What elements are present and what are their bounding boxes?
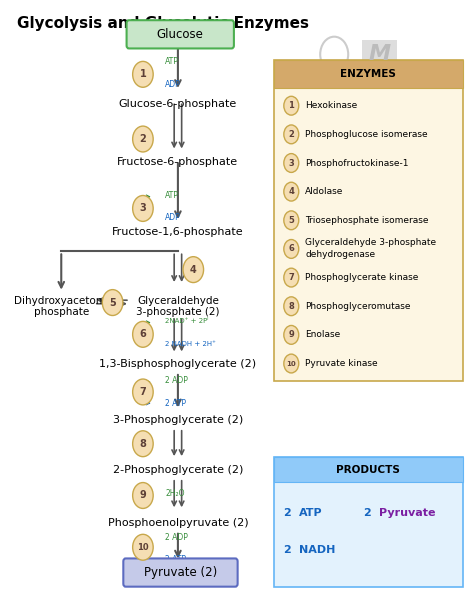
FancyBboxPatch shape bbox=[273, 60, 463, 381]
Circle shape bbox=[284, 125, 299, 144]
Text: 6: 6 bbox=[140, 329, 146, 339]
Circle shape bbox=[284, 96, 299, 115]
Circle shape bbox=[284, 354, 299, 373]
Text: Glucose: Glucose bbox=[157, 28, 204, 41]
Text: ADP: ADP bbox=[165, 80, 181, 89]
Text: Pyruvate: Pyruvate bbox=[378, 508, 435, 518]
Text: 2 ATP: 2 ATP bbox=[165, 554, 186, 564]
Circle shape bbox=[102, 290, 123, 316]
Text: 8: 8 bbox=[289, 302, 294, 311]
Text: 2 ADP: 2 ADP bbox=[165, 376, 188, 385]
Circle shape bbox=[132, 196, 153, 222]
Text: 4: 4 bbox=[190, 265, 197, 275]
Text: 9: 9 bbox=[289, 330, 294, 339]
Circle shape bbox=[132, 61, 153, 87]
Text: 2 NADH + 2H⁺: 2 NADH + 2H⁺ bbox=[165, 341, 216, 347]
Text: MYENDOCONSULT: MYENDOCONSULT bbox=[354, 73, 417, 77]
Circle shape bbox=[132, 322, 153, 348]
Circle shape bbox=[132, 534, 153, 560]
Text: M: M bbox=[369, 44, 391, 64]
Text: Glycolysis and Glycolytic Enzymes: Glycolysis and Glycolytic Enzymes bbox=[17, 16, 309, 31]
Circle shape bbox=[183, 256, 203, 282]
Text: 2 ADP: 2 ADP bbox=[165, 533, 188, 543]
FancyBboxPatch shape bbox=[123, 558, 237, 587]
Circle shape bbox=[284, 268, 299, 287]
Circle shape bbox=[284, 239, 299, 258]
Text: 2: 2 bbox=[289, 130, 294, 139]
Text: 7: 7 bbox=[289, 273, 294, 282]
Text: 10: 10 bbox=[137, 543, 149, 552]
Text: Fructose-1,6-phosphate: Fructose-1,6-phosphate bbox=[112, 227, 244, 237]
Text: 2 ATP: 2 ATP bbox=[165, 399, 186, 408]
Text: Pyruvate kinase: Pyruvate kinase bbox=[305, 359, 378, 368]
Text: 1,3-Bisphosphoglycerate (2): 1,3-Bisphosphoglycerate (2) bbox=[99, 359, 256, 369]
Text: ATP: ATP bbox=[299, 508, 323, 518]
Text: 2: 2 bbox=[283, 545, 290, 554]
Text: ADP: ADP bbox=[165, 213, 181, 222]
Text: Triosephosphate isomerase: Triosephosphate isomerase bbox=[305, 216, 429, 225]
Text: 3-Phosphoglycerate (2): 3-Phosphoglycerate (2) bbox=[113, 415, 243, 424]
Text: Hexokinase: Hexokinase bbox=[305, 101, 358, 110]
Text: 1: 1 bbox=[289, 101, 294, 110]
Text: 9: 9 bbox=[140, 491, 146, 501]
Circle shape bbox=[132, 483, 153, 508]
Text: 3: 3 bbox=[140, 203, 146, 213]
Text: PRODUCTS: PRODUCTS bbox=[336, 465, 400, 475]
Text: 5: 5 bbox=[289, 216, 294, 225]
Text: Glucose-6-phosphate: Glucose-6-phosphate bbox=[119, 99, 237, 109]
Text: 2: 2 bbox=[140, 134, 146, 144]
FancyBboxPatch shape bbox=[273, 457, 463, 482]
Text: dehydrogenase: dehydrogenase bbox=[305, 250, 376, 259]
Circle shape bbox=[132, 126, 153, 152]
Text: 2NAD⁺ + 2Pᴵ: 2NAD⁺ + 2Pᴵ bbox=[165, 319, 209, 324]
Text: 4: 4 bbox=[289, 187, 294, 196]
FancyBboxPatch shape bbox=[362, 40, 397, 69]
Circle shape bbox=[284, 182, 299, 201]
Text: Dihydroxyacetone
phosphate: Dihydroxyacetone phosphate bbox=[14, 296, 109, 317]
Text: Pyruvate (2): Pyruvate (2) bbox=[144, 566, 217, 579]
Text: 10: 10 bbox=[287, 361, 296, 366]
Text: 6: 6 bbox=[289, 245, 294, 254]
Text: NADH: NADH bbox=[299, 545, 336, 554]
Circle shape bbox=[132, 431, 153, 457]
Text: Phosphoglycerate kinase: Phosphoglycerate kinase bbox=[305, 273, 419, 282]
Text: Glyceraldehyde 3-phosphate: Glyceraldehyde 3-phosphate bbox=[305, 238, 437, 247]
Text: Phosphofructokinase-1: Phosphofructokinase-1 bbox=[305, 158, 409, 167]
Text: 7: 7 bbox=[140, 387, 146, 397]
Text: ATP: ATP bbox=[165, 191, 179, 200]
Text: Aldolase: Aldolase bbox=[305, 187, 344, 196]
Text: Glyceraldehyde
3-phosphate (2): Glyceraldehyde 3-phosphate (2) bbox=[136, 296, 219, 317]
Text: Phosphoglyceromutase: Phosphoglyceromutase bbox=[305, 302, 411, 311]
Circle shape bbox=[284, 211, 299, 230]
Circle shape bbox=[132, 379, 153, 405]
Text: 8: 8 bbox=[140, 439, 146, 449]
Circle shape bbox=[284, 326, 299, 345]
Text: Enolase: Enolase bbox=[305, 330, 341, 339]
Text: Phosphoglucose isomerase: Phosphoglucose isomerase bbox=[305, 130, 428, 139]
FancyBboxPatch shape bbox=[273, 457, 463, 587]
Text: ATP: ATP bbox=[165, 57, 179, 66]
Text: 1: 1 bbox=[140, 69, 146, 79]
Text: 2: 2 bbox=[283, 508, 290, 518]
FancyBboxPatch shape bbox=[273, 60, 463, 89]
Text: 2H₂O: 2H₂O bbox=[165, 489, 185, 498]
Text: Fructose-6-phosphate: Fructose-6-phosphate bbox=[117, 157, 238, 167]
Text: 3: 3 bbox=[289, 158, 294, 167]
Text: 2-Phosphoglycerate (2): 2-Phosphoglycerate (2) bbox=[113, 465, 243, 475]
Text: ENZYMES: ENZYMES bbox=[340, 69, 396, 79]
Text: Phosphoenolpyruvate (2): Phosphoenolpyruvate (2) bbox=[107, 518, 248, 528]
Circle shape bbox=[284, 297, 299, 316]
Text: 2: 2 bbox=[363, 508, 371, 518]
Circle shape bbox=[284, 154, 299, 173]
FancyBboxPatch shape bbox=[127, 20, 234, 48]
Text: 5: 5 bbox=[109, 297, 116, 307]
